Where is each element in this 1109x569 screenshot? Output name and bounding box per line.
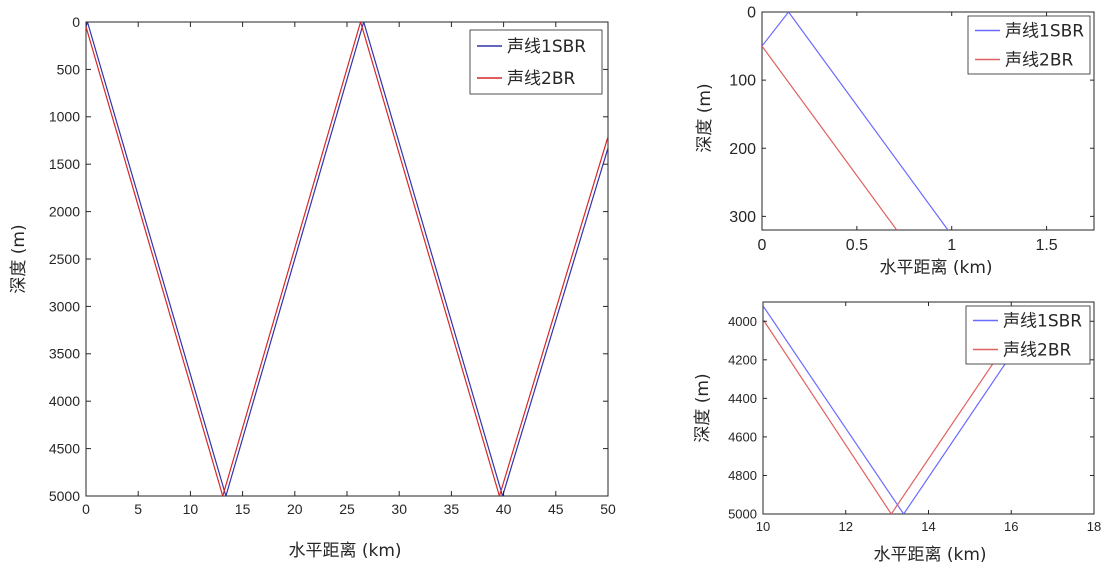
main-plot-frame: [85, 21, 609, 497]
bottom-x-ticks: 10 12 14 16 18: [756, 302, 1101, 534]
x-tick-label: 0.5: [846, 237, 868, 254]
y-tick-label: 3500: [49, 346, 80, 362]
main-y-ticks: 0 500 1000 1500 2000 2500 3000 3500 4000 4500 5000: [49, 14, 608, 504]
bottom-legend: 声线1SBR 声线2BR: [965, 305, 1091, 365]
y-tick-label: 100: [729, 73, 756, 90]
y-tick-label: 4000: [49, 393, 80, 409]
x-tick-label: 0: [758, 237, 767, 254]
legend-box: [967, 15, 1091, 75]
y-tick-label: 4000: [728, 314, 757, 329]
bottom-x-axis-label: 水平距离 (km): [873, 545, 986, 565]
bottom-y-axis-label: 深度 (m): [693, 373, 713, 442]
x-tick-label: 5: [134, 501, 142, 517]
main-plot-lines: [86, 22, 608, 496]
y-tick-label: 4800: [728, 468, 757, 483]
bottom-y-ticks: 4000 4200 4400 4600 4800 5000: [728, 314, 1094, 522]
bottom-zoom-plot: 10 12 14 16 18 4000 4200 4400 4600 4800 5000 水平距离…: [693, 301, 1101, 565]
y-tick-label: 2000: [49, 204, 80, 220]
main-y-axis-label: 深度 (m): [9, 224, 29, 293]
y-tick-label: 0: [747, 5, 756, 22]
y-tick-label: 1000: [49, 109, 80, 125]
surface-y-ticks: 0 100 200 300: [729, 5, 1094, 226]
y-tick-label: 500: [57, 61, 81, 77]
x-tick-label: 25: [339, 501, 355, 517]
x-tick-label: 1.5: [1035, 237, 1057, 254]
legend-entry: 声线1SBR: [1003, 312, 1082, 332]
y-tick-label: 300: [729, 209, 756, 226]
main-x-axis-label: 水平距离 (km): [288, 541, 401, 561]
legend-entry: 声线1SBR: [507, 37, 586, 57]
surface-x-ticks: 0 0.5 1 1.5: [758, 12, 1058, 254]
bottom-plot-lines: [763, 305, 1045, 514]
series-line-1: [86, 22, 608, 496]
series-line-1: [762, 12, 949, 230]
series-line-1: [763, 305, 1045, 514]
surface-x-axis-label: 水平距离 (km): [879, 258, 992, 278]
y-tick-label: 4600: [728, 429, 757, 444]
y-tick-label: 3000: [49, 298, 80, 314]
x-tick-label: 15: [235, 501, 251, 517]
legend-entry: 声线2BR: [1005, 51, 1073, 71]
y-tick-label: 1500: [49, 156, 80, 172]
x-tick-label: 0: [82, 501, 90, 517]
legend-entry: 声线1SBR: [1005, 22, 1084, 42]
y-tick-label: 5000: [728, 507, 757, 522]
x-tick-label: 10: [756, 519, 770, 534]
surface-plot-lines: [762, 12, 949, 230]
main-legend: 声线1SBR 声线2BR: [469, 29, 603, 95]
main-ray-plot: 0 5 10 15 20 25 30 35 40 45 50 0 500 1000 1500 2000 250…: [9, 14, 616, 561]
x-tick-label: 30: [391, 501, 407, 517]
main-x-ticks: 0 5 10 15 20 25 30 35 40 45 50: [82, 22, 616, 517]
surface-zoom-plot: 0 0.5 1 1.5 0 100 200 300 水平距离 (km) 深度 (m) 声线1…: [695, 5, 1095, 278]
surface-y-axis-label: 深度 (m): [695, 83, 715, 152]
surface-legend: 声线1SBR 声线2BR: [967, 15, 1091, 75]
series-line-2: [763, 305, 1033, 514]
x-tick-label: 20: [287, 501, 303, 517]
y-tick-label: 0: [72, 14, 80, 30]
x-tick-label: 1: [947, 237, 956, 254]
legend-box: [469, 29, 603, 95]
x-tick-label: 18: [1087, 519, 1101, 534]
x-tick-label: 40: [496, 501, 512, 517]
x-tick-label: 16: [1004, 519, 1018, 534]
y-tick-label: 200: [729, 141, 756, 158]
legend-entry: 声线2BR: [1003, 341, 1071, 361]
legend-entry: 声线2BR: [507, 69, 575, 89]
y-tick-label: 4400: [728, 391, 757, 406]
y-tick-label: 4500: [49, 441, 80, 457]
series-line-2: [762, 45, 898, 230]
x-tick-label: 35: [444, 501, 460, 517]
y-tick-label: 5000: [49, 488, 80, 504]
series-line-2: [86, 22, 608, 496]
y-tick-label: 4200: [728, 352, 757, 367]
x-tick-label: 12: [839, 519, 853, 534]
x-tick-label: 14: [921, 519, 935, 534]
y-tick-label: 2500: [49, 251, 80, 267]
x-tick-label: 50: [600, 501, 616, 517]
x-tick-label: 45: [548, 501, 564, 517]
legend-box: [965, 305, 1091, 365]
x-tick-label: 10: [183, 501, 199, 517]
